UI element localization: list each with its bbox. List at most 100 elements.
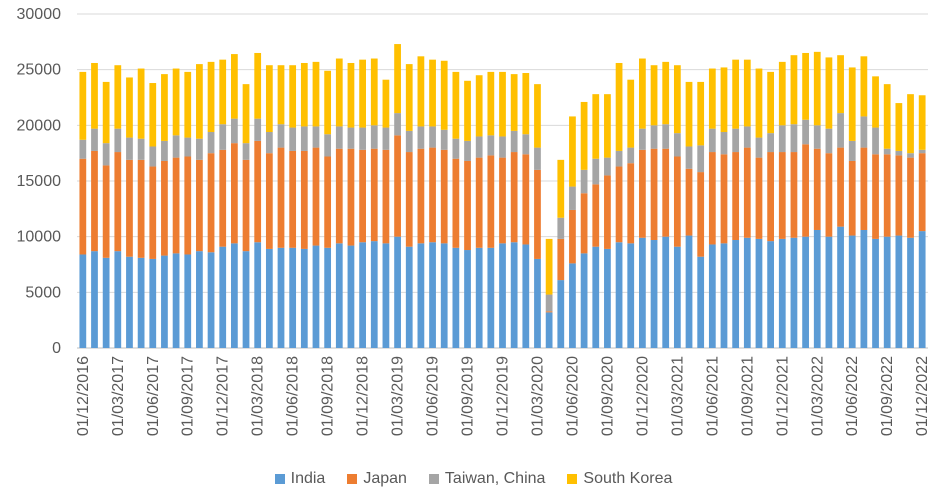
bar-segment-japan	[149, 166, 157, 259]
bar-segment-taiwan-china	[837, 113, 844, 148]
x-tick-label: 01/09/2020	[599, 356, 616, 436]
x-tick-label: 01/09/2018	[320, 356, 337, 436]
x-tick-label: 01/06/2019	[425, 356, 442, 436]
bar-segment-taiwan-china	[522, 134, 530, 155]
bar-segment-taiwan-china	[219, 124, 227, 150]
bar-segment-south-korea	[475, 75, 483, 137]
bar-segment-taiwan-china	[615, 150, 623, 167]
bar-segment-india	[405, 246, 413, 348]
bar-segment-india	[708, 244, 716, 348]
bar-segment-taiwan-china	[673, 133, 681, 157]
bar-segment-taiwan-china	[872, 127, 879, 155]
bar-segment-south-korea	[499, 71, 506, 137]
bar-segment-india	[545, 312, 553, 348]
bar-segment-taiwan-china	[813, 125, 821, 149]
bar-segment-japan	[802, 144, 809, 237]
bar-segment-south-korea	[569, 116, 576, 187]
bar-segment-south-korea	[743, 59, 751, 127]
x-tick-label: 01/12/2021	[774, 356, 791, 436]
bar-segment-south-korea	[126, 77, 133, 138]
bar-segment-india	[790, 237, 798, 348]
bar-segment-south-korea	[114, 65, 122, 129]
bar-segment-india	[126, 256, 133, 348]
bar-segment-india	[895, 235, 903, 348]
y-tick-label: 10000	[17, 229, 62, 246]
bar-segment-south-korea	[778, 61, 786, 126]
bar-segment-south-korea	[347, 62, 355, 128]
bar-segment-south-korea	[662, 61, 670, 125]
bar-segment-japan	[662, 148, 670, 237]
bar-segment-south-korea	[580, 101, 588, 170]
legend: India Japan Taiwan, China South Korea	[0, 470, 947, 488]
bar-segment-taiwan-china	[895, 150, 903, 156]
x-tick-label: 01/03/2020	[529, 356, 546, 436]
bar-segment-taiwan-china	[627, 147, 635, 164]
bar-segment-south-korea	[557, 159, 565, 218]
bar-segment-japan	[510, 152, 518, 243]
bar-segment-japan	[918, 153, 926, 232]
bar-segment-japan	[405, 152, 413, 247]
bar-segment-south-korea	[639, 58, 646, 129]
bar-segment-south-korea	[324, 70, 332, 135]
bar-segment-japan	[417, 148, 425, 244]
x-tick-label: 01/12/2022	[914, 356, 931, 436]
bar-segment-south-korea	[254, 52, 262, 119]
bar-segment-south-korea	[592, 94, 600, 159]
bar-segment-taiwan-china	[126, 137, 133, 160]
bar-segment-japan	[242, 159, 250, 252]
bar-segment-south-korea	[627, 79, 635, 148]
bar-segment-south-korea	[510, 74, 518, 131]
bar-segment-south-korea	[837, 55, 844, 114]
bar-segment-taiwan-china	[720, 132, 728, 155]
bar-segment-japan	[697, 172, 705, 257]
bar-segment-india	[475, 247, 483, 348]
bar-segment-taiwan-china	[557, 217, 565, 239]
bar-segment-taiwan-china	[114, 128, 122, 153]
legend-label-taiwan-china: Taiwan, China	[444, 470, 546, 487]
bar-segment-japan	[196, 159, 203, 252]
bar-segment-japan	[359, 149, 366, 243]
bar-segment-taiwan-china	[394, 113, 401, 136]
x-tick-label: 01/09/2021	[739, 356, 756, 436]
bar-segment-india	[837, 226, 844, 348]
y-tick-label: 20000	[17, 117, 62, 134]
bar-segment-india	[848, 235, 856, 348]
bar-segment-taiwan-china	[382, 127, 390, 150]
bar-segment-india	[114, 251, 122, 348]
bar-segment-south-korea	[767, 71, 774, 134]
bar-segment-japan	[161, 160, 168, 256]
bar-segment-japan	[872, 154, 879, 239]
bar-segment-south-korea	[522, 73, 530, 135]
bar-segment-japan	[767, 152, 774, 242]
bar-segment-taiwan-china	[452, 138, 460, 159]
bar-segment-taiwan-china	[604, 157, 611, 176]
bar-segment-taiwan-china	[650, 125, 658, 149]
bar-segment-south-korea	[196, 64, 203, 139]
bar-segment-taiwan-china	[592, 158, 600, 185]
bar-segment-japan	[592, 184, 600, 247]
bar-segment-india	[277, 247, 285, 348]
x-tick-label: 01/12/2019	[495, 356, 512, 436]
bar-segment-south-korea	[790, 55, 798, 125]
bar-segment-south-korea	[429, 59, 436, 127]
bar-segment-india	[592, 246, 600, 348]
legend-label-south-korea: South Korea	[583, 470, 673, 487]
bar-segment-taiwan-china	[429, 126, 436, 148]
bar-segment-taiwan-china	[697, 145, 705, 173]
bar-segment-taiwan-china	[860, 116, 868, 148]
bar-segment-japan	[231, 143, 238, 244]
bar-segment-india	[743, 237, 751, 348]
bar-segment-taiwan-china	[755, 137, 763, 158]
bar-segment-japan	[300, 150, 308, 249]
bar-segment-south-korea	[895, 103, 903, 151]
bar-segment-japan	[219, 149, 227, 247]
bar-segment-south-korea	[813, 51, 821, 126]
bar-segment-south-korea	[335, 58, 343, 127]
bar-segment-japan	[102, 165, 110, 258]
x-tick-label: 01/06/2022	[844, 356, 861, 436]
y-tick-label: 5000	[25, 284, 61, 301]
bar-segment-taiwan-china	[405, 130, 413, 153]
bar-segment-india	[417, 243, 425, 348]
bar-segment-south-korea	[184, 71, 192, 138]
bar-segment-south-korea	[883, 84, 891, 149]
